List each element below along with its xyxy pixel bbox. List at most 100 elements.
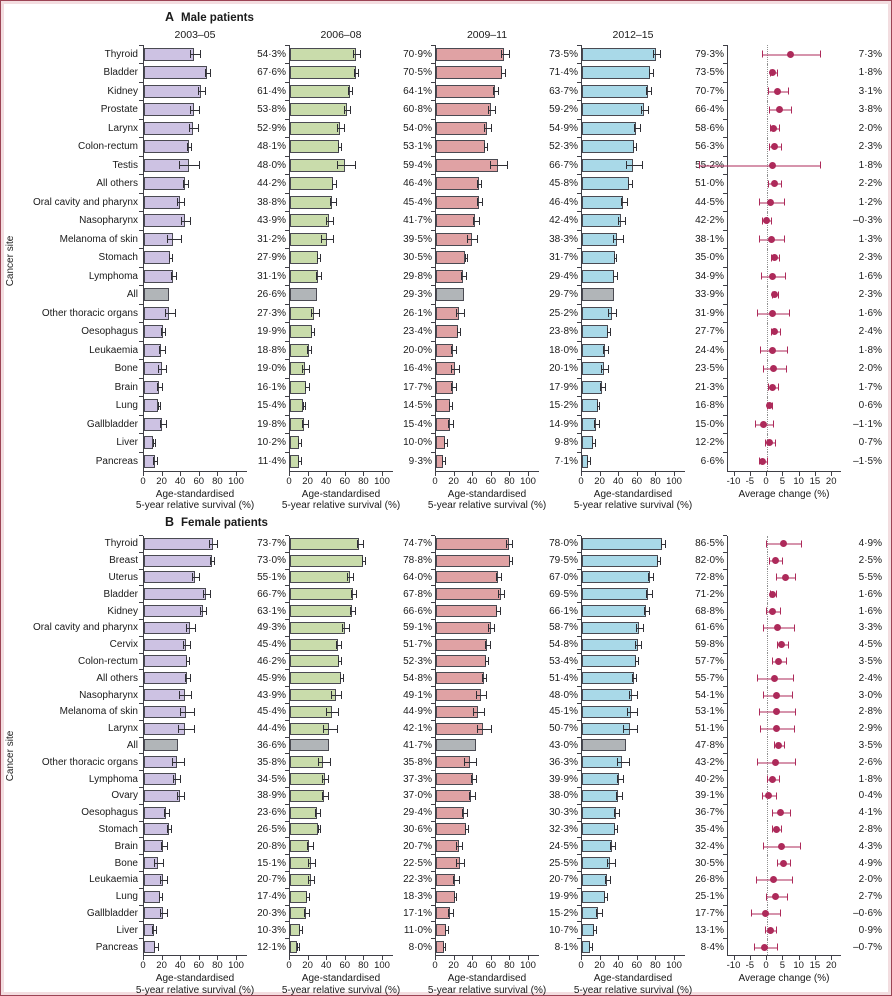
survival-plot-cell [139,904,247,922]
survival-plot-cell [577,396,685,415]
change-plot-cell [723,618,841,637]
survival-axis: 0 20 40 60 80 100 [432,955,539,972]
survival-value-label: 69·5% [549,588,578,600]
survival-plot-cell [139,396,247,415]
survival-plot-cell [577,192,685,212]
zero-line [767,552,768,570]
axis-tick-label: -5 [745,475,755,487]
axis-tick-label: 20 [448,960,459,972]
survival-bar [144,121,194,135]
error-bar [645,87,652,96]
zero-line [767,322,768,341]
survival-value-label: 71·2% [695,588,724,600]
error-bar [647,573,654,582]
axis-tick [831,956,833,961]
category-label: Thyroid [104,48,138,60]
survival-plot-cell [431,377,539,397]
category-label: Prostate [100,104,138,116]
survival-axis-title: Age-standardised 5-year relative survival… [135,488,255,512]
error-bar [342,623,350,632]
survival-bar [436,890,455,903]
error-bar [322,791,329,800]
error-bar [617,775,624,784]
survival-value-label: 34·9% [695,270,724,282]
error-bar [633,142,638,151]
survival-plot-cell [139,837,247,855]
error-bar [606,327,611,336]
change-value-label: 1·8% [858,159,882,171]
error-bar [493,87,500,96]
survival-plot-cell [285,904,393,922]
survival-value-label: 42·1% [403,723,432,735]
survival-value-label: 14·5% [403,400,432,412]
change-plot-cell [723,887,841,906]
error-bar [338,142,343,151]
chart-row: Lung 15·4% 14·5% 15·2% 16·8% 0·6% [25,396,885,415]
change-value-label: 2·7% [858,891,882,903]
error-bar [315,808,322,817]
error-bar [632,674,638,683]
survival-bar [144,325,163,339]
change-value-label: 4·3% [858,840,882,852]
change-dot [779,540,787,548]
error-bar [297,457,302,466]
change-dot [772,825,780,833]
survival-bar [582,121,637,135]
error-bar [152,438,157,447]
survival-plot-cell [139,433,247,452]
survival-plot-cell [577,285,685,304]
change-value-label: 0·9% [858,924,882,936]
change-dot [772,708,780,716]
axis-tick [435,471,436,476]
survival-bar [436,806,465,819]
survival-plot-cell [139,63,247,82]
change-plot-cell [723,63,841,82]
error-bar [457,327,462,336]
error-bar [644,607,650,616]
survival-plot-cell [577,535,685,553]
change-plot-cell [723,433,841,452]
zero-line [767,821,768,838]
error-bar [337,657,342,666]
survival-bar [582,638,638,651]
survival-bar [144,638,187,651]
category-label: Lymphoma [88,773,138,785]
survival-bar [436,177,479,191]
survival-value-label: 20·7% [549,874,578,886]
survival-plot-cell [577,820,685,838]
change-value-label: –1·5% [853,455,882,467]
change-dot [773,691,781,699]
survival-plot-cell [285,870,393,889]
survival-plot-cell [431,887,539,906]
survival-bar [582,380,602,394]
survival-plot-cell [431,770,539,788]
survival-plot-cell [577,303,685,323]
survival-value-label: 17·4% [257,891,286,903]
change-dot [787,50,795,58]
survival-axis-title: Age-standardised 5-year relative survival… [573,488,693,512]
panel-male-patients: Cancer site A Male patients 2003–05 2006–… [5,9,885,514]
axis-tick [143,956,144,961]
survival-value-label: 45·4% [403,196,432,208]
survival-plot-cell [431,652,539,670]
category-label: Testis [112,159,138,171]
change-value-label: 4·9% [858,857,882,869]
survival-plot-cell [139,266,247,286]
survival-value-label: 18·3% [403,891,432,903]
error-bar [628,691,639,700]
error-bar [447,909,455,918]
survival-value-label: 11·0% [403,924,432,936]
survival-plot-cell [577,854,685,872]
survival-value-label: 53·4% [549,655,578,667]
error-bar [203,590,211,599]
survival-value-label: 27·9% [257,252,286,264]
axis-tick-label: 10 [793,475,804,487]
change-dot [773,725,781,733]
error-bar [604,875,612,884]
axis-tick-label: 0 [763,960,769,972]
survival-value-label: 15·4% [257,400,286,412]
axis-tick [528,471,529,476]
error-bar [177,791,185,800]
error-bar [607,309,618,318]
error-bar [461,272,468,281]
